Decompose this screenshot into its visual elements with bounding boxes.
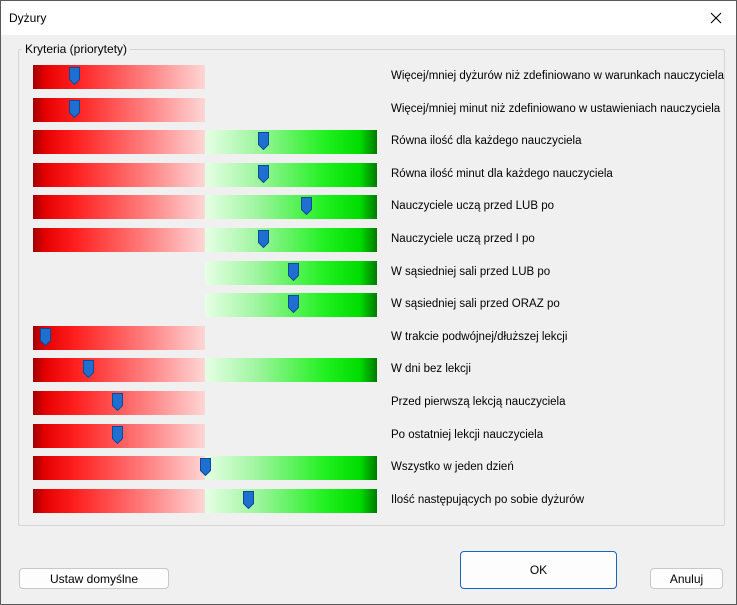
priority-slider[interactable] — [33, 261, 377, 285]
criterion-row: Więcej/mniej minut niż zdefiniowano w us… — [33, 98, 733, 122]
priority-slider[interactable] — [33, 293, 377, 317]
criterion-row: W trakcie podwójnej/dłuższej lekcji — [33, 326, 733, 350]
criterion-label: W sąsiedniej sali przed ORAZ po — [391, 298, 560, 310]
cancel-button[interactable]: Anuluj — [650, 568, 723, 589]
priority-slider[interactable] — [33, 326, 377, 350]
slider-thumb[interactable] — [258, 165, 269, 183]
criterion-label: W sąsiedniej sali przed LUB po — [391, 266, 551, 278]
priority-slider[interactable] — [33, 358, 377, 382]
slider-thumb[interactable] — [258, 230, 269, 248]
criterion-label: Wszystko w jeden dzień — [391, 461, 514, 473]
slider-thumb[interactable] — [112, 426, 123, 444]
criterion-row: W sąsiedniej sali przed ORAZ po — [33, 293, 733, 317]
slider-thumb[interactable] — [40, 328, 51, 346]
slider-negative-range — [33, 163, 205, 187]
slider-thumb[interactable] — [301, 197, 312, 215]
slider-negative-range — [33, 326, 205, 350]
slider-positive-range — [205, 195, 377, 219]
criteria-group-legend: Kryteria (priorytety) — [22, 42, 131, 56]
criterion-label: W trakcie podwójnej/dłuższej lekcji — [391, 331, 568, 343]
criterion-row: Ilość następujących po sobie dyżurów — [33, 489, 733, 513]
slider-positive-range — [205, 456, 377, 480]
priority-slider[interactable] — [33, 424, 377, 448]
window-title: Dyżury — [9, 11, 47, 25]
slider-thumb[interactable] — [288, 295, 299, 313]
slider-positive-range — [205, 163, 377, 187]
criterion-label: Równa ilość dla każdego nauczyciela — [391, 135, 582, 147]
slider-thumb[interactable] — [112, 393, 123, 411]
slider-negative-range — [33, 98, 205, 122]
priority-slider[interactable] — [33, 228, 377, 252]
slider-thumb[interactable] — [288, 263, 299, 281]
criterion-row: W dni bez lekcji — [33, 358, 733, 382]
slider-thumb[interactable] — [243, 491, 254, 509]
set-defaults-button[interactable]: Ustaw domyślne — [19, 568, 169, 589]
close-button[interactable] — [696, 1, 736, 35]
priority-slider[interactable] — [33, 98, 377, 122]
criterion-row: Więcej/mniej dyżurów niż zdefiniowano w … — [33, 65, 733, 89]
slider-negative-range — [33, 456, 205, 480]
slider-negative-range — [33, 65, 205, 89]
slider-negative-range — [33, 130, 205, 154]
criterion-label: Więcej/mniej minut niż zdefiniowano w us… — [391, 103, 721, 115]
criterion-label: W dni bez lekcji — [391, 363, 471, 375]
ok-button[interactable]: OK — [460, 551, 617, 589]
slider-negative-range — [33, 358, 205, 382]
criterion-row: Wszystko w jeden dzień — [33, 456, 733, 480]
criterion-label: Ilość następujących po sobie dyżurów — [391, 494, 585, 506]
criterion-row: Po ostatniej lekcji nauczyciela — [33, 424, 733, 448]
slider-positive-range — [205, 489, 377, 513]
slider-thumb[interactable] — [258, 132, 269, 150]
criterion-label: Przed pierwszą lekcją nauczyciela — [391, 396, 566, 408]
criterion-label: Więcej/mniej dyżurów niż zdefiniowano w … — [391, 70, 725, 82]
slider-thumb[interactable] — [69, 100, 80, 118]
criterion-row: Przed pierwszą lekcją nauczyciela — [33, 391, 733, 415]
criterion-row: Równa ilość dla każdego nauczyciela — [33, 130, 733, 154]
slider-negative-range — [33, 228, 205, 252]
priority-slider[interactable] — [33, 195, 377, 219]
slider-thumb[interactable] — [83, 360, 94, 378]
criterion-row: Nauczyciele uczą przed I po — [33, 228, 733, 252]
priority-slider[interactable] — [33, 489, 377, 513]
slider-negative-range — [33, 489, 205, 513]
criterion-row: W sąsiedniej sali przed LUB po — [33, 261, 733, 285]
criterion-label: Nauczyciele uczą przed LUB po — [391, 200, 554, 212]
criterion-row: Nauczyciele uczą przed LUB po — [33, 195, 733, 219]
slider-positive-range — [205, 358, 377, 382]
priority-slider[interactable] — [33, 391, 377, 415]
priority-slider[interactable] — [33, 130, 377, 154]
slider-thumb[interactable] — [200, 458, 211, 476]
criteria-groupbox — [18, 49, 725, 526]
criterion-label: Nauczyciele uczą przed I po — [391, 233, 535, 245]
criterion-label: Równa ilość minut dla każdego nauczyciel… — [391, 168, 613, 180]
priority-slider[interactable] — [33, 65, 377, 89]
priority-slider[interactable] — [33, 456, 377, 480]
criterion-label: Po ostatniej lekcji nauczyciela — [391, 429, 544, 441]
slider-positive-range — [205, 228, 377, 252]
slider-thumb[interactable] — [69, 67, 80, 85]
priority-slider[interactable] — [33, 163, 377, 187]
title-bar: Dyżury — [1, 1, 736, 35]
slider-negative-range — [33, 195, 205, 219]
criterion-row: Równa ilość minut dla każdego nauczyciel… — [33, 163, 733, 187]
slider-positive-range — [205, 130, 377, 154]
close-icon — [710, 12, 722, 24]
